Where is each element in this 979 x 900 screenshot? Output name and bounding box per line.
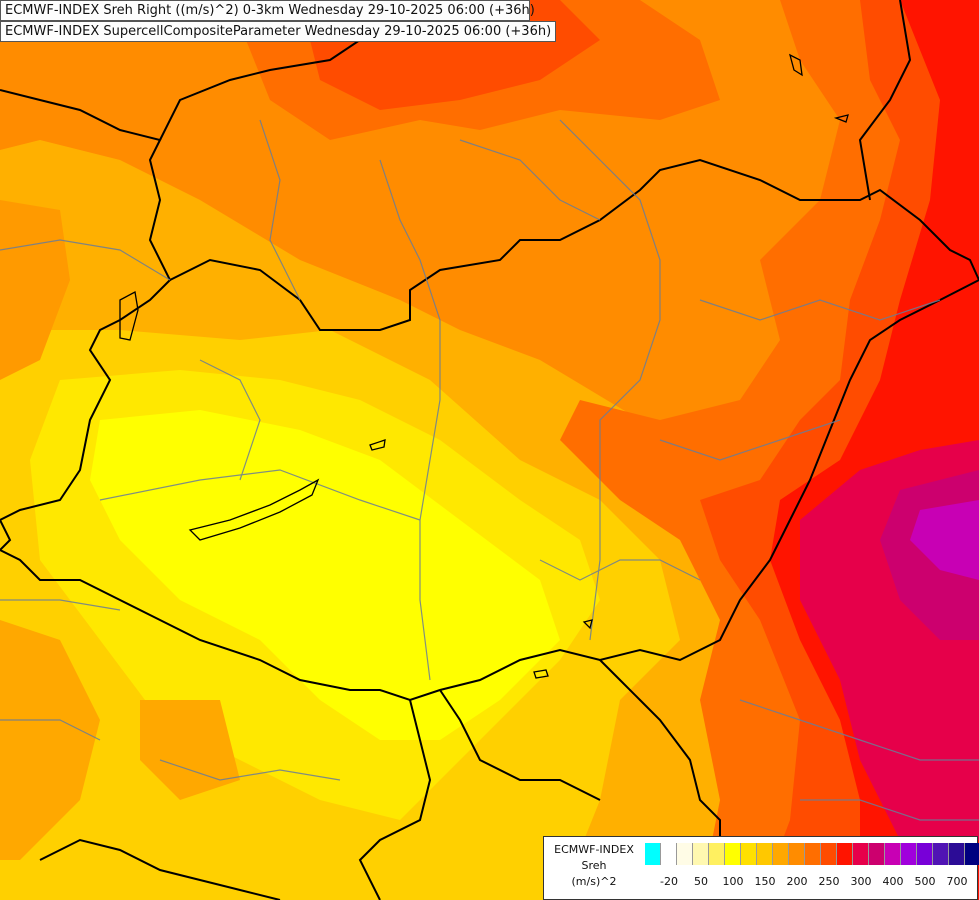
legend-swatch [821,843,837,865]
legend-swatch [725,843,741,865]
legend-swatch [885,843,901,865]
field-orange-west [0,200,70,380]
lake-small-3 [533,669,549,679]
legend-swatch [661,843,677,865]
lake-small-1 [369,439,386,451]
legend-color-bar [645,843,979,865]
legend-tick-label: -20 [660,875,678,888]
legend-swatch [837,843,853,865]
legend-tick-label: 150 [754,875,776,888]
field-bright-yellow-center [90,410,560,740]
legend-swatch [933,843,949,865]
legend-swatch [869,843,885,865]
legend-tick-label: 300 [850,875,872,888]
color-legend: ECMWF-INDEX Sreh (m/s)^2 -20 50 100 150 200 2… [543,836,979,900]
lake-balaton [188,478,320,541]
legend-swatch [709,843,725,865]
legend-swatch [901,843,917,865]
legend-tick-label: 400 [882,875,904,888]
legend-tick-label: 700 [946,875,968,888]
legend-swatch [853,843,869,865]
legend-param-label: Sreh [581,859,607,872]
legend-swatch [677,843,693,865]
lake-small-5 [833,114,849,123]
legend-model-label: ECMWF-INDEX [554,843,634,856]
lake-small-4 [789,53,803,77]
lake-small-2 [582,619,593,630]
legend-swatch [693,843,709,865]
legend-swatch [789,843,805,865]
legend-swatch [757,843,773,865]
field-orange-southwest [0,620,100,860]
legend-tick-label: 50 [694,875,708,888]
legend-swatch [805,843,821,865]
legend-swatch [965,843,979,865]
legend-unit-label: (m/s)^2 [571,875,617,888]
legend-swatch [773,843,789,865]
legend-tick-label: 200 [786,875,808,888]
legend-swatch [645,843,661,865]
field-orange-south [140,700,240,800]
regional-boundaries [0,119,979,821]
map-title-line-1: ECMWF-INDEX Sreh Right ((m/s)^2) 0-3km W… [0,0,535,21]
legend-tick-labels: -20 50 100 150 200 250 300 400 500 700 [645,875,971,889]
field-purple-core [910,500,979,580]
lake-neusiedl [119,291,139,341]
legend-tick-label: 250 [818,875,840,888]
legend-swatch [741,843,757,865]
map-title-line-2: ECMWF-INDEX SupercellCompositeParameter … [0,21,556,42]
legend-tick-label: 100 [722,875,744,888]
lakes [119,53,849,679]
legend-swatch [917,843,933,865]
legend-swatch [949,843,965,865]
legend-tick-label: 500 [914,875,936,888]
